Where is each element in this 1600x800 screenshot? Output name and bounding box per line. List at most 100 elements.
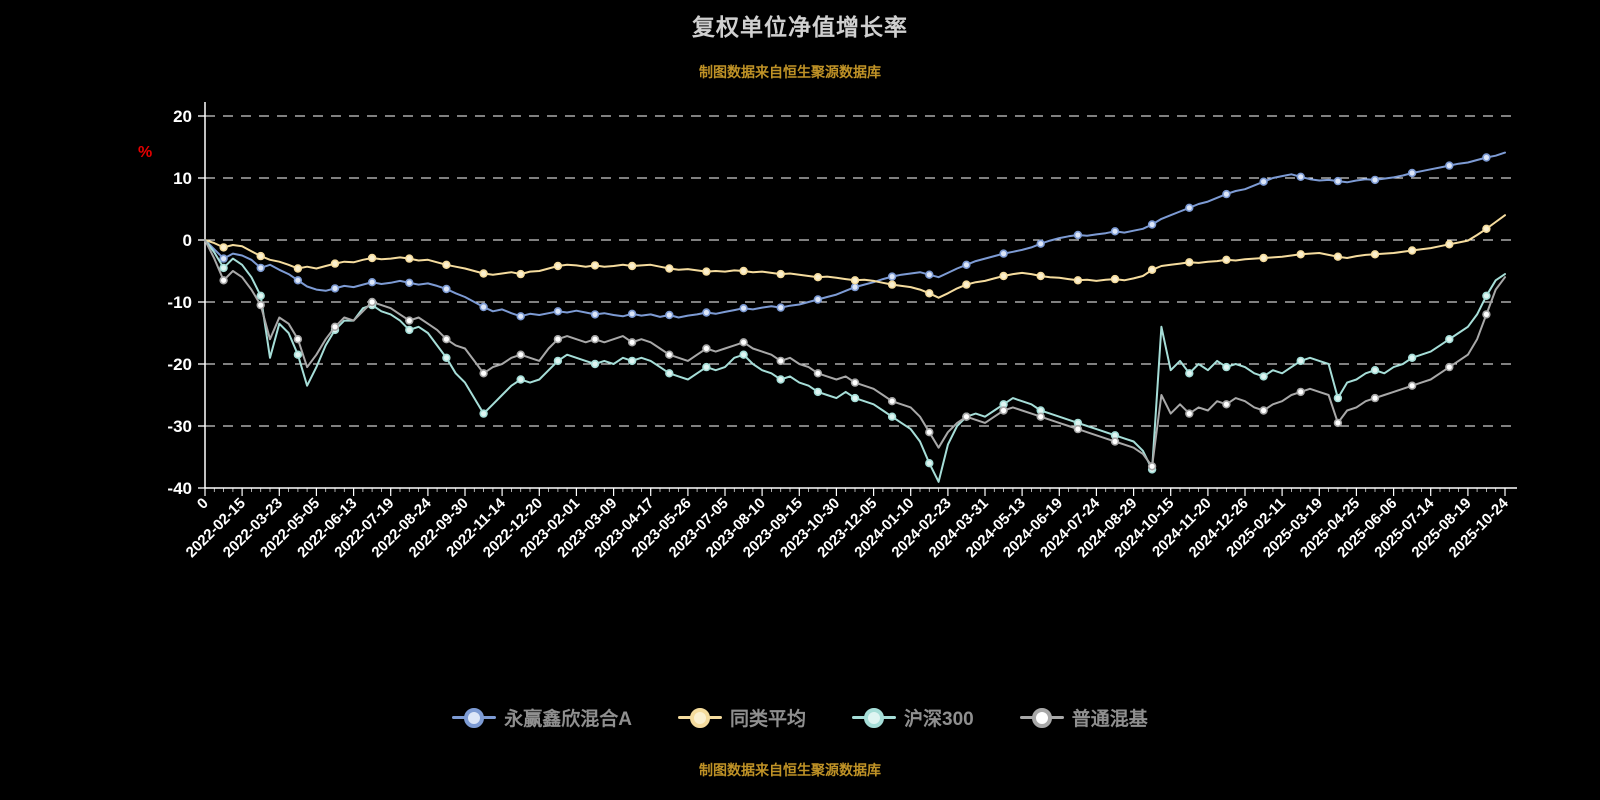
series-marker [1036, 412, 1045, 421]
series-marker [962, 412, 971, 421]
series-marker [553, 356, 563, 366]
series-marker [1296, 172, 1305, 182]
series-marker [776, 356, 785, 366]
series-marker [1445, 362, 1454, 372]
series-marker [850, 393, 860, 403]
series-marker [219, 276, 228, 285]
y-tick-label: -30 [167, 417, 192, 436]
series-marker [367, 278, 377, 287]
series-marker [1222, 189, 1231, 199]
series-marker [256, 251, 265, 261]
series-marker [702, 267, 711, 276]
series-marker [516, 269, 525, 279]
series-marker [1185, 369, 1194, 378]
series-marker [590, 310, 600, 319]
series-marker [925, 270, 934, 279]
series-marker [442, 353, 451, 362]
csi300-series-marker-icon [852, 707, 897, 728]
y-tick-label: -10 [167, 293, 192, 312]
series-marker [256, 291, 265, 300]
series-marker [1296, 356, 1305, 366]
series-marker [516, 350, 525, 359]
series-marker [776, 269, 785, 279]
series-marker [293, 264, 303, 273]
series-marker [1482, 153, 1491, 162]
series-marker [1333, 418, 1343, 428]
series-marker [442, 260, 451, 269]
series-marker [1407, 168, 1417, 178]
series-marker [887, 272, 897, 281]
series-marker [1185, 258, 1194, 267]
series-marker [1333, 252, 1343, 261]
series-marker [1147, 462, 1157, 471]
series-marker [1222, 400, 1231, 409]
legend-item-fund[interactable]: 永赢鑫欣混合A [452, 704, 632, 731]
series-marker [219, 263, 228, 273]
y-tick-label: 20 [173, 107, 192, 126]
series-marker [1036, 271, 1045, 281]
series-marker [1333, 393, 1343, 403]
series-marker [999, 406, 1008, 415]
series-marker [1073, 276, 1083, 285]
series-marker [1445, 335, 1454, 344]
series-marker [479, 302, 488, 312]
legend-item-csi300[interactable]: 沪深300 [852, 704, 974, 731]
legend-item-category-average[interactable]: 同类平均 [678, 704, 806, 731]
series-marker [1259, 253, 1268, 263]
series-marker [293, 335, 303, 344]
legend-label: 同类平均 [730, 709, 807, 730]
series-marker [367, 253, 377, 263]
series-marker [1445, 161, 1454, 170]
series-marker [1222, 255, 1231, 264]
series-marker [739, 266, 748, 276]
series-marker [665, 310, 674, 320]
series-marker [219, 254, 228, 263]
series-marker [479, 369, 488, 378]
series-marker [516, 375, 525, 384]
series-marker [627, 309, 637, 318]
series-marker [627, 261, 637, 271]
series-marker [1407, 353, 1417, 362]
series-marker [627, 356, 637, 366]
series-marker [1370, 250, 1380, 259]
series-marker [330, 322, 340, 331]
category-average-series-marker-icon [678, 707, 722, 728]
legend-label: 沪深300 [904, 709, 974, 730]
series-marker [999, 249, 1008, 258]
series-marker [219, 243, 228, 252]
series-marker [739, 304, 748, 313]
series-marker [665, 264, 674, 273]
series-marker [850, 282, 860, 292]
series-marker [405, 325, 414, 335]
series-marker [925, 289, 934, 298]
series-marker [1407, 381, 1417, 390]
chart-title: 复权单位净值增长率 [692, 14, 908, 40]
series-marker [1185, 203, 1194, 213]
series-marker [1147, 265, 1157, 274]
series-marker [1296, 250, 1305, 259]
y-tick-label: 0 [183, 231, 192, 250]
series-marker [1259, 177, 1268, 186]
series-marker [1445, 240, 1454, 249]
series-marker [627, 338, 637, 347]
series-marker [1370, 393, 1380, 403]
series-marker [405, 316, 414, 325]
series-marker [553, 335, 563, 344]
series-marker [293, 276, 303, 285]
series-marker [590, 359, 600, 369]
series-marker [1482, 291, 1491, 300]
series-marker [442, 284, 451, 294]
series-marker [739, 350, 748, 359]
y-axis-unit-label: % [138, 144, 153, 161]
fund-series-marker-icon [452, 707, 497, 728]
series-marker [1333, 176, 1343, 186]
series-marker [405, 278, 414, 287]
series-marker [516, 312, 525, 321]
series-marker [479, 269, 488, 278]
series-marker [925, 428, 934, 437]
series-marker [1222, 362, 1231, 372]
series-marker [702, 344, 711, 353]
series-marker [776, 375, 785, 384]
legend-item-ordinary-hybrid[interactable]: 普通混基 [1019, 704, 1148, 731]
